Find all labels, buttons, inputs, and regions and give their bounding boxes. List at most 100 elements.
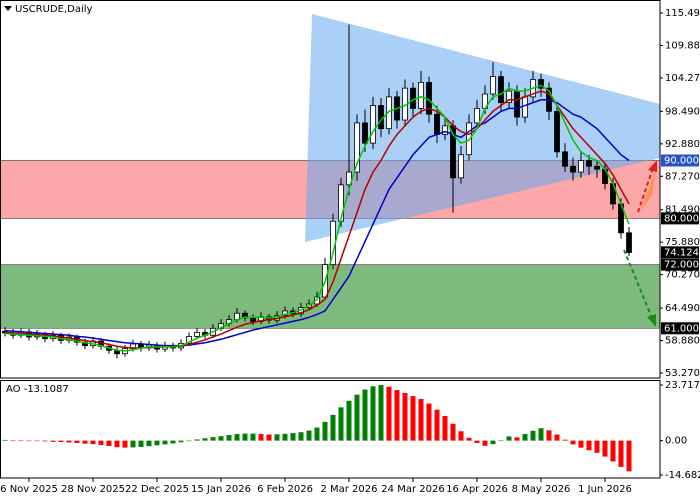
candle-body — [410, 87, 416, 109]
x-tick-label: 6 Feb 2026 — [257, 484, 313, 495]
ao-tick-label: 0.00 — [665, 436, 687, 447]
ao-bar — [274, 434, 280, 441]
candle-body — [362, 122, 368, 144]
main-frame — [0, 0, 661, 379]
candle-body — [562, 151, 568, 167]
ma-line — [4, 99, 630, 347]
x-tick-label: 28 Nov 2025 — [61, 484, 125, 495]
y-tick-label: 98.490 — [665, 106, 700, 117]
ao-bar — [210, 437, 216, 441]
projection-shape — [640, 170, 656, 212]
ao-bar — [170, 440, 176, 444]
ao-bar — [394, 390, 400, 441]
ao-bar — [34, 440, 40, 442]
level-label-bg — [661, 246, 699, 259]
ao-bar — [138, 440, 144, 447]
candle-body — [514, 90, 520, 118]
candle-body — [522, 96, 528, 118]
ma-line — [4, 84, 630, 352]
triangle-pattern — [305, 14, 660, 242]
ao-bar — [522, 434, 528, 441]
ao-bar — [114, 440, 120, 448]
y-tick-label: 81.490 — [665, 205, 700, 216]
indicator-title: AO -13.1087 — [6, 384, 69, 395]
ao-bar — [418, 398, 424, 441]
y-tick-label: 104.270 — [665, 73, 700, 84]
ao-bar — [2, 439, 8, 441]
candle-body — [506, 90, 512, 104]
ao-bar — [594, 440, 600, 453]
y-tick-label: 92.880 — [665, 139, 700, 150]
ao-bar — [194, 439, 200, 441]
ao-bar — [338, 407, 344, 441]
y-tick-label: 70.270 — [665, 270, 700, 281]
ao-tick-label: 23.7176 — [665, 380, 700, 391]
ao-bar — [466, 437, 472, 441]
ao-bar — [626, 440, 632, 472]
candle-body — [186, 335, 192, 344]
ao-bar — [82, 440, 88, 444]
candle-body — [250, 317, 256, 322]
ao-bar — [458, 431, 464, 441]
ao-bar — [18, 440, 24, 441]
ao-tick-label: -14.6827 — [665, 470, 700, 481]
x-tick-label: 22 Dec 2025 — [125, 484, 189, 495]
ao-bar — [42, 440, 48, 442]
ao-bar — [514, 437, 520, 441]
candle-body — [386, 96, 392, 130]
candle-body — [554, 110, 560, 153]
level-label-bg — [661, 258, 699, 271]
ao-bar — [442, 416, 448, 441]
y-tick-label: 115.490 — [665, 8, 700, 19]
x-tick-label: 16 Apr 2026 — [446, 484, 508, 495]
price-zone — [0, 264, 660, 329]
ao-bar — [378, 385, 384, 441]
ao-bar — [402, 393, 408, 441]
candle-body — [498, 76, 504, 104]
y-tick-label: 53.270 — [665, 368, 700, 379]
candle-body — [442, 125, 448, 135]
ao-bar — [554, 434, 560, 441]
ao-bar — [58, 440, 64, 443]
ao-bar — [122, 440, 128, 448]
indicator-frame — [0, 380, 661, 479]
ao-bar — [282, 433, 288, 441]
candle-body — [586, 160, 592, 167]
candle-body — [490, 76, 496, 95]
ao-bar — [322, 421, 328, 441]
ao-bar — [66, 440, 72, 443]
x-tick-label: 24 Mar 2026 — [381, 484, 444, 495]
ao-bar — [498, 440, 504, 441]
ao-bar — [242, 433, 248, 441]
candle-body — [570, 165, 576, 173]
chart-title: USCRUDE,Daily — [15, 4, 92, 15]
level-label-bg — [661, 212, 699, 225]
ao-bar — [162, 440, 168, 445]
down-arrow-head — [647, 314, 656, 327]
up-arrow-head — [648, 160, 657, 172]
candle-body — [434, 113, 440, 135]
ao-bar — [10, 440, 16, 441]
level-label-bg — [661, 154, 699, 167]
level-label-bg — [661, 322, 699, 335]
level-label: 90.000 — [664, 156, 699, 167]
ao-bar — [346, 400, 352, 441]
y-tick-label: 64.490 — [665, 303, 700, 314]
ao-bar — [50, 440, 56, 442]
candle-body — [458, 154, 464, 179]
ao-bar — [386, 386, 392, 441]
y-tick-label: 87.270 — [665, 171, 700, 182]
candle-body — [418, 81, 424, 109]
ao-bar — [370, 386, 376, 441]
ao-bar — [258, 434, 264, 441]
candle-body — [370, 105, 376, 144]
ao-bar — [506, 436, 512, 441]
level-label: 72.000 — [664, 260, 699, 271]
ao-bar — [250, 433, 256, 441]
ao-bar — [482, 440, 488, 446]
ao-bar — [562, 439, 568, 441]
ao-bar — [218, 436, 224, 441]
x-tick-label: 15 Jan 2026 — [191, 484, 251, 495]
ao-bar — [610, 440, 616, 462]
